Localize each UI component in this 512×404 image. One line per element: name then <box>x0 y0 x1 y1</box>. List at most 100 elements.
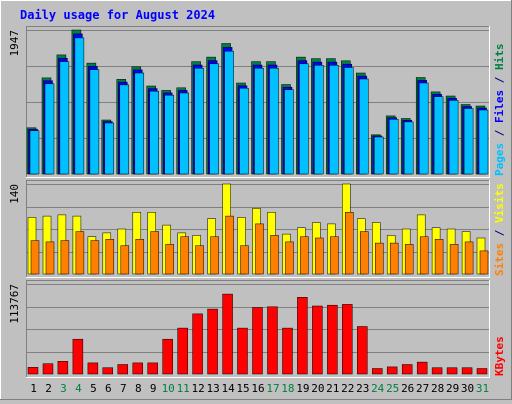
bar-kbytes-day-11 <box>177 327 188 375</box>
bar-sites-day-4 <box>75 231 85 275</box>
bar-sites-day-7 <box>120 245 130 275</box>
legend-entry: Sites <box>493 243 506 276</box>
bar-kbytes-day-26 <box>401 364 413 375</box>
bar-sites-day-9 <box>150 231 159 275</box>
bar-kbytes-day-7 <box>117 364 129 375</box>
y-max-label: 1947 <box>8 30 21 57</box>
bar-kbytes-day-31 <box>476 368 488 375</box>
bar-pages-day-14 <box>224 50 234 175</box>
bar-pages-day-22 <box>344 67 354 175</box>
bar-kbytes-day-18 <box>282 327 293 375</box>
x-tick-label: 25 <box>386 382 399 395</box>
x-tick-label: 27 <box>416 382 429 395</box>
x-tick-label: 23 <box>356 382 369 395</box>
bar-pages-day-29 <box>448 100 459 175</box>
bar-kbytes-day-28 <box>431 367 443 375</box>
x-tick-label: 4 <box>75 382 82 395</box>
bar-pages-day-20 <box>314 65 324 175</box>
bar-kbytes-day-23 <box>357 326 368 375</box>
bar-sites-day-5 <box>90 240 100 275</box>
bar-kbytes-day-24 <box>372 368 383 375</box>
series-legend: Sites / Visits <box>493 183 506 276</box>
bar-kbytes-day-6 <box>102 367 114 375</box>
x-tick-label: 9 <box>150 382 157 395</box>
x-tick-label: 20 <box>311 382 324 395</box>
bar-pages-day-11 <box>179 92 189 175</box>
bar-kbytes-day-29 <box>446 367 458 375</box>
bar-pages-day-1 <box>29 130 40 175</box>
bar-pages-day-18 <box>284 89 294 175</box>
bar-sites-day-13 <box>210 236 219 275</box>
bar-pages-day-4 <box>74 37 85 175</box>
bar-sites-day-1 <box>30 240 40 275</box>
bar-kbytes-day-30 <box>461 367 473 375</box>
x-tick-label: 6 <box>105 382 112 395</box>
bar-kbytes-day-1 <box>27 367 39 375</box>
bar-pages-day-28 <box>433 96 444 175</box>
bar-kbytes-day-21 <box>327 304 338 375</box>
legend-entry: Files <box>493 90 506 123</box>
bar-pages-day-12 <box>194 67 204 175</box>
bar-sites-day-3 <box>60 240 70 275</box>
bar-pages-day-5 <box>89 69 100 175</box>
bar-pages-day-23 <box>359 78 369 175</box>
bar-pages-day-9 <box>149 90 159 175</box>
bar-sites-day-15 <box>240 245 249 275</box>
bar-sites-day-20 <box>315 237 324 275</box>
x-tick-label: 2 <box>45 382 52 395</box>
x-tick-label: 17 <box>266 382 279 395</box>
bar-sites-day-26 <box>404 244 414 275</box>
bar-sites-day-14 <box>225 215 234 275</box>
x-tick-label: 31 <box>476 382 489 395</box>
bar-pages-day-3 <box>59 61 70 175</box>
bar-pages-day-16 <box>254 67 264 175</box>
bar-sites-day-17 <box>270 235 279 275</box>
bar-sites-day-8 <box>135 239 145 275</box>
x-tick-label: 28 <box>431 382 444 395</box>
bar-sites-day-2 <box>45 241 55 275</box>
bar-sites-day-21 <box>330 236 339 275</box>
bar-sites-day-16 <box>255 223 264 275</box>
bar-kbytes-day-16 <box>252 307 263 375</box>
bar-pages-day-15 <box>239 87 249 175</box>
bar-sites-day-11 <box>180 236 189 275</box>
bar-kbytes-day-17 <box>267 306 278 375</box>
bar-sites-day-28 <box>434 239 444 275</box>
bar-pages-day-2 <box>44 83 55 175</box>
bar-pages-day-24 <box>374 136 384 175</box>
x-tick-label: 19 <box>296 382 309 395</box>
legend-entry: / <box>493 123 506 143</box>
bar-kbytes-day-4 <box>72 338 84 375</box>
series-legend: Pages / Files / Hits <box>493 44 506 177</box>
bar-pages-day-7 <box>119 84 130 175</box>
x-tick-label: 1 <box>30 382 37 395</box>
x-tick-label: 10 <box>162 382 175 395</box>
bar-sites-day-12 <box>195 245 204 275</box>
bar-pages-day-17 <box>269 67 279 175</box>
bar-pages-day-27 <box>418 82 429 175</box>
bar-kbytes-day-12 <box>192 313 203 375</box>
series-legend: KBytes <box>493 336 506 376</box>
bar-pages-day-6 <box>104 122 115 175</box>
x-tick-label: 21 <box>326 382 339 395</box>
bar-pages-day-13 <box>209 63 219 175</box>
legend-entry: Hits <box>493 44 506 71</box>
bar-pages-day-8 <box>134 72 145 175</box>
y-max-label: 140 <box>8 184 21 204</box>
x-tick-label: 12 <box>191 382 204 395</box>
bar-kbytes-day-10 <box>162 338 173 375</box>
bar-sites-day-22 <box>345 212 354 275</box>
x-tick-label: 18 <box>281 382 294 395</box>
bar-sites-day-18 <box>285 241 294 275</box>
bar-sites-day-10 <box>165 244 174 275</box>
bar-sites-day-24 <box>375 242 384 275</box>
panel-kbytes: 113767 KBytes <box>8 280 506 378</box>
bar-kbytes-day-19 <box>297 297 308 375</box>
x-tick-label: 5 <box>90 382 97 395</box>
legend-entry: / <box>493 223 506 243</box>
bar-sites-day-6 <box>105 239 115 275</box>
legend-entry: KBytes <box>493 336 506 376</box>
x-tick-label: 8 <box>135 382 142 395</box>
